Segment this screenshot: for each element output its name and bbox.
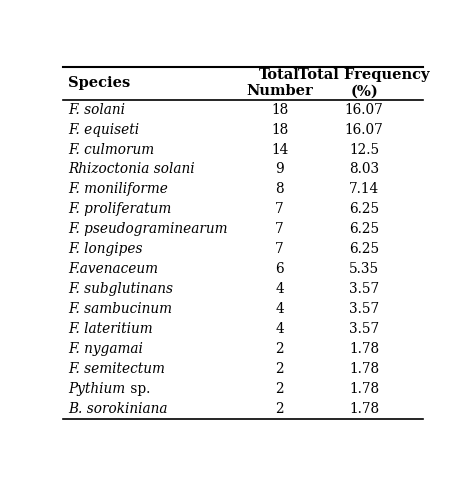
Text: Rhizoctonia solani: Rhizoctonia solani: [68, 163, 195, 176]
Text: 7: 7: [275, 242, 284, 256]
Text: 2: 2: [275, 402, 284, 416]
Text: 1.78: 1.78: [349, 342, 379, 356]
Text: 2: 2: [275, 362, 284, 376]
Text: F. subglutinans: F. subglutinans: [68, 282, 173, 296]
Text: 7: 7: [275, 202, 284, 217]
Text: F. longipes: F. longipes: [68, 242, 143, 256]
Text: 8.03: 8.03: [349, 163, 379, 176]
Text: F. lateritium: F. lateritium: [68, 322, 153, 336]
Text: F. semitectum: F. semitectum: [68, 362, 165, 376]
Text: 2: 2: [275, 382, 284, 396]
Text: 18: 18: [271, 103, 288, 117]
Text: 6: 6: [275, 262, 284, 276]
Text: Pythium: Pythium: [68, 382, 126, 396]
Text: F. culmorum: F. culmorum: [68, 142, 155, 157]
Text: 8: 8: [275, 183, 284, 196]
Text: 6.25: 6.25: [349, 242, 379, 256]
Text: F. moniliforme: F. moniliforme: [68, 183, 168, 196]
Text: F. sambucinum: F. sambucinum: [68, 302, 173, 316]
Text: Species: Species: [68, 76, 131, 90]
Text: 18: 18: [271, 122, 288, 137]
Text: 1.78: 1.78: [349, 362, 379, 376]
Text: F. pseudograminearum: F. pseudograminearum: [68, 222, 228, 236]
Text: F.avenaceum: F.avenaceum: [68, 262, 158, 276]
Text: 3.57: 3.57: [349, 282, 379, 296]
Text: 16.07: 16.07: [345, 103, 383, 117]
Text: 9: 9: [275, 163, 284, 176]
Text: sp.: sp.: [126, 382, 150, 396]
Text: 16.07: 16.07: [345, 122, 383, 137]
Text: F. equiseti: F. equiseti: [68, 122, 139, 137]
Text: 1.78: 1.78: [349, 402, 379, 416]
Text: 5.35: 5.35: [349, 262, 379, 276]
Text: Total Frequency
(%): Total Frequency (%): [299, 68, 430, 98]
Text: 4: 4: [275, 302, 284, 316]
Text: 7: 7: [275, 222, 284, 236]
Text: 3.57: 3.57: [349, 302, 379, 316]
Text: 7.14: 7.14: [349, 183, 379, 196]
Text: F. nygamai: F. nygamai: [68, 342, 143, 356]
Text: F. solani: F. solani: [68, 103, 126, 117]
Text: 6.25: 6.25: [349, 222, 379, 236]
Text: 4: 4: [275, 322, 284, 336]
Text: 6.25: 6.25: [349, 202, 379, 217]
Text: 4: 4: [275, 282, 284, 296]
Text: B. sorokiniana: B. sorokiniana: [68, 402, 168, 416]
Text: 1.78: 1.78: [349, 382, 379, 396]
Text: 14: 14: [271, 142, 288, 157]
Text: F. proliferatum: F. proliferatum: [68, 202, 172, 217]
Text: Total
Number: Total Number: [246, 68, 313, 98]
Text: 3.57: 3.57: [349, 322, 379, 336]
Text: 2: 2: [275, 342, 284, 356]
Text: 12.5: 12.5: [349, 142, 379, 157]
